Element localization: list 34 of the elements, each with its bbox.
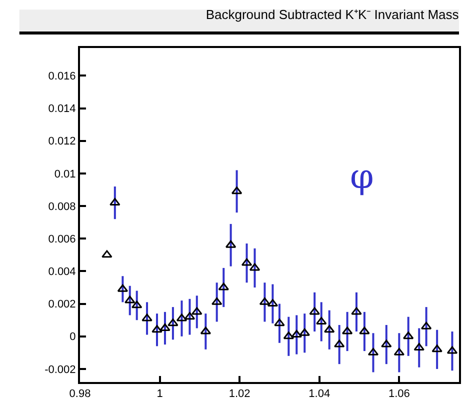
x-tick-label: 1 xyxy=(156,388,163,400)
point xyxy=(152,325,162,333)
point xyxy=(110,198,120,206)
point xyxy=(124,296,136,304)
point xyxy=(309,307,320,315)
point xyxy=(142,314,152,322)
point xyxy=(218,282,229,290)
point xyxy=(192,307,202,315)
y-tick-label: 0.016 xyxy=(48,70,76,83)
y-tick-label: 0.002 xyxy=(48,298,76,311)
y-tick-label: 0.01 xyxy=(54,168,76,180)
y-tick-label: 0.014 xyxy=(48,103,76,116)
point xyxy=(381,340,392,348)
x-tick-label: 0.98 xyxy=(69,388,91,400)
x-tick-label: 1.04 xyxy=(308,388,330,400)
point xyxy=(102,250,112,258)
y-tick-label: 0.004 xyxy=(48,266,76,278)
annotation: φ xyxy=(350,157,374,197)
point xyxy=(432,344,442,352)
point xyxy=(414,343,424,351)
point xyxy=(359,326,370,334)
y-tick-label: -0.002 xyxy=(44,364,76,376)
y-tick-label: 0.008 xyxy=(48,200,76,213)
x-tick-label: 1.06 xyxy=(388,388,410,400)
y-tick-label: 0.012 xyxy=(48,136,76,148)
chart-title: Background Subtracted K⁺K⁻ Invariant Mass xyxy=(206,6,460,22)
x-tick-label: 1.02 xyxy=(228,388,250,400)
y-tick-label: 0.006 xyxy=(48,233,76,246)
point xyxy=(299,328,310,336)
point xyxy=(160,323,170,331)
point xyxy=(274,318,285,326)
point xyxy=(351,307,362,315)
point xyxy=(168,318,178,326)
y-tick-label: 0 xyxy=(70,331,76,344)
